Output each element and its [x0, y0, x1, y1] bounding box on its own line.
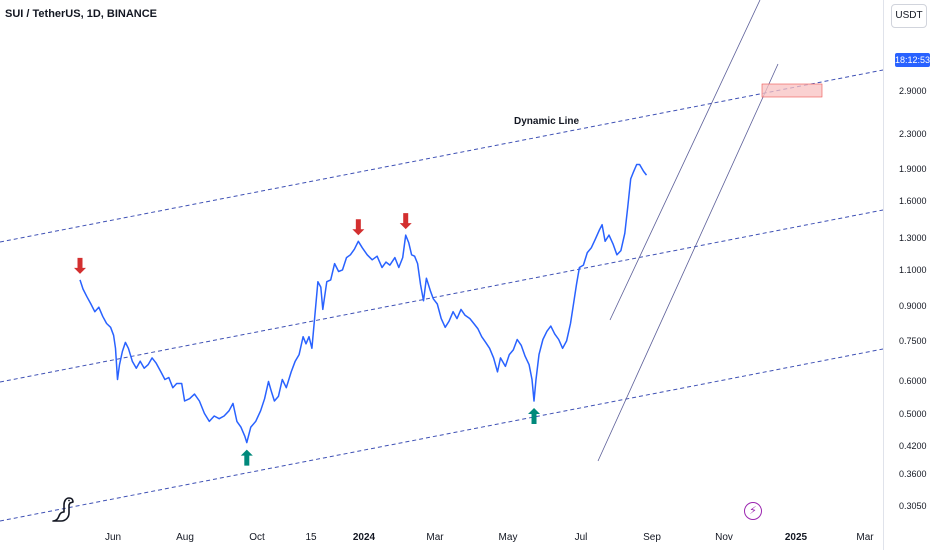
- steep-channel: [597, 0, 779, 462]
- dynamic-line-middle: [0, 209, 884, 383]
- y-tick-label: 0.4200: [899, 441, 927, 451]
- price-series-line: [79, 163, 648, 444]
- lightning-icon[interactable]: ⚡: [744, 502, 762, 520]
- y-tick-label: 2.9000: [899, 86, 927, 96]
- y-tick-label: 1.9000: [899, 164, 927, 174]
- y-tick-label: 0.6000: [899, 376, 927, 386]
- dinosaur-logo-icon: [52, 497, 74, 522]
- last-price-tag: 18:12:53: [895, 53, 931, 67]
- y-tick-label: 1.3000: [899, 233, 927, 243]
- marker-layer: [74, 213, 541, 466]
- y-tick-label: 0.5000: [899, 409, 927, 419]
- up-arrow-icon: [240, 449, 253, 466]
- down-arrow-icon: [352, 219, 365, 236]
- x-tick-label: Mar: [856, 532, 874, 543]
- x-tick-label: 2025: [784, 532, 808, 543]
- x-tick-label: Sep: [643, 532, 661, 543]
- y-tick-label: 0.3050: [899, 501, 927, 511]
- y-tick-label: 2.3000: [899, 129, 927, 139]
- chart-title: SUI / TetherUS, 1D, BINANCE: [5, 8, 157, 20]
- down-arrow-icon: [74, 257, 86, 274]
- x-tick-label: Nov: [715, 532, 733, 543]
- y-tick-label: 0.3600: [899, 469, 927, 479]
- x-tick-label: Jun: [104, 532, 122, 543]
- y-tick-label: 0.7500: [899, 336, 927, 346]
- steep-channel-upper: [609, 0, 761, 321]
- x-tick-label: 15: [305, 532, 317, 543]
- currency-button[interactable]: USDT: [891, 4, 927, 28]
- y-tick-label: 1.6000: [899, 196, 927, 206]
- y-tick-label: 1.1000: [899, 265, 927, 275]
- steep-channel-lower: [597, 63, 779, 462]
- x-tick-label: Jul: [574, 532, 588, 543]
- up-arrow-icon: [528, 408, 541, 425]
- x-tick-label: Aug: [176, 532, 194, 543]
- dynamic-line-upper: [0, 69, 884, 243]
- dynamic-line-lower: [0, 348, 884, 522]
- x-tick-label: Oct: [249, 532, 265, 543]
- x-tick-label: Mar: [426, 532, 444, 543]
- down-arrow-icon: [399, 213, 412, 230]
- x-tick-label: 2024: [352, 532, 376, 543]
- x-tick-label: May: [498, 532, 518, 543]
- y-tick-label: 0.9000: [899, 301, 927, 311]
- price-axis-separator: [883, 0, 884, 550]
- target-zone: [761, 83, 823, 98]
- dynamic-line-label: Dynamic Line: [514, 116, 580, 127]
- dynamic-channel-lines: [0, 69, 884, 522]
